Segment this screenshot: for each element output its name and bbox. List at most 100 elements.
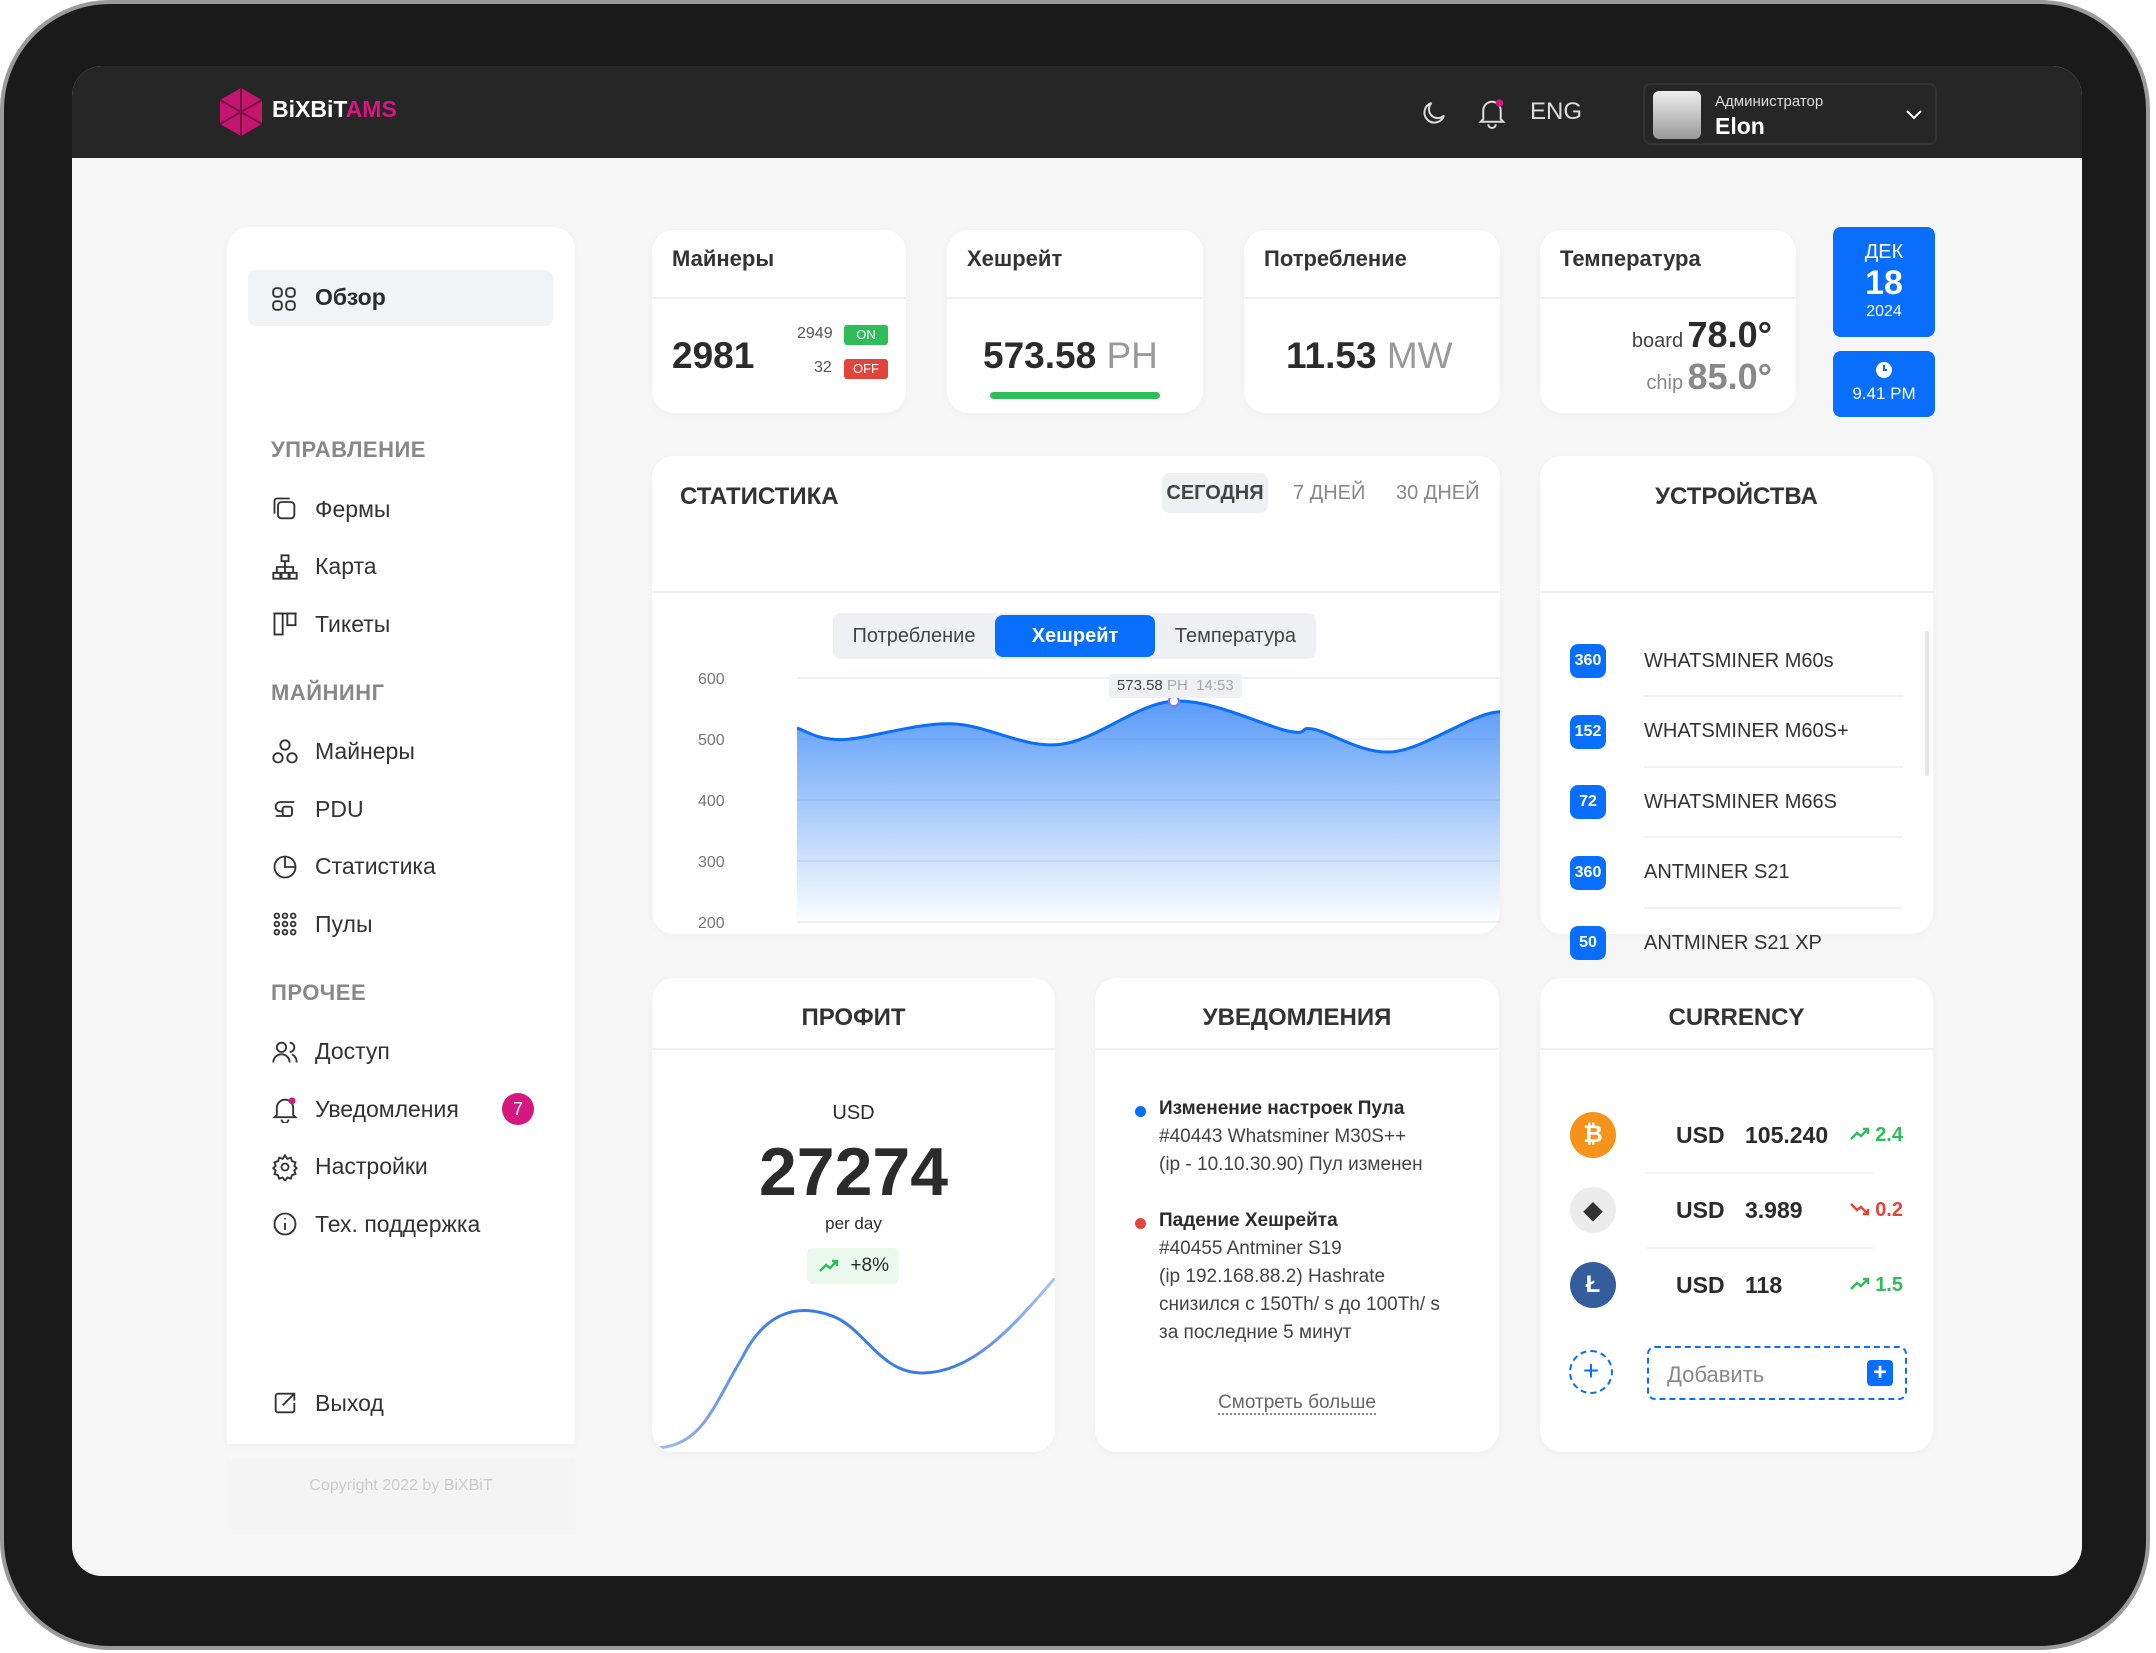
hashrate-value: 573.58 xyxy=(983,335,1097,376)
time-widget: 9.41 PM xyxy=(1833,351,1935,417)
scrollbar[interactable] xyxy=(1925,631,1929,776)
user-role: Администратор xyxy=(1715,93,1824,110)
statistics-card: СТАТИСТИКА СЕГОДНЯ 7 ДНЕЙ 30 ДНЕЙ Потреб… xyxy=(652,456,1500,934)
board-label: board xyxy=(1631,330,1684,352)
currency-card: CURRENCY ₿ USD 105.240 2.4 ◆ USD 3.989 0.2 Ł US… xyxy=(1540,978,1933,1452)
notifications-bell-icon[interactable] xyxy=(1477,96,1507,130)
miners-icon xyxy=(272,738,298,763)
pie-chart-icon xyxy=(273,855,297,878)
card-title: УСТРОЙСТВА xyxy=(1655,483,1818,510)
ethereum-icon: ◆ xyxy=(1570,1187,1616,1233)
currency-row[interactable]: Ł USD 118 1.5 xyxy=(1570,1248,1903,1322)
y-tick-label: 500 xyxy=(698,732,725,749)
card-title: Температура xyxy=(1560,246,1701,271)
hashrate-unit: PH xyxy=(1106,335,1158,376)
device-count-badge: 72 xyxy=(1570,785,1606,819)
device-count-badge: 152 xyxy=(1570,714,1606,749)
device-list-item[interactable]: 50 ANTMINER S21 XP xyxy=(1570,908,1903,978)
sidebar-item-info[interactable]: Тех. поддержка xyxy=(227,1204,575,1244)
chip-temp: 85.0° xyxy=(1687,356,1772,397)
sidebar-item-label: Настройки xyxy=(315,1153,428,1179)
farms-icon xyxy=(273,497,296,520)
power-card: Потребление 11.53 MW xyxy=(1244,230,1500,413)
y-tick-label: 400 xyxy=(698,793,725,810)
add-currency-input[interactable]: Добавить + xyxy=(1647,1346,1907,1400)
notification-title: Изменение настроек Пула xyxy=(1159,1098,1405,1119)
sidebar-item-pdu[interactable]: PDU xyxy=(227,789,575,829)
date-day: 18 xyxy=(1865,264,1903,302)
sidebar-item-users[interactable]: Доступ xyxy=(227,1032,575,1072)
dark-mode-moon-icon[interactable] xyxy=(1419,98,1449,128)
user-menu[interactable]: Администратор Elon xyxy=(1643,83,1937,145)
device-list-item[interactable]: 152 WHATSMINER M60S+ xyxy=(1570,697,1903,768)
miners-on-count: 2949 xyxy=(797,325,833,342)
sidebar-item-farms[interactable]: Фермы xyxy=(227,489,575,529)
currency-row[interactable]: ₿ USD 105.240 2.4 xyxy=(1570,1098,1903,1174)
sidebar-item-bell[interactable]: Уведомления 7 xyxy=(227,1089,575,1129)
sidebar-item-logout[interactable]: Выход xyxy=(227,1383,575,1423)
metric-power-tab[interactable]: Потребление xyxy=(852,625,976,647)
sidebar-item-label: Обзор xyxy=(315,284,386,310)
miners-total: 2981 xyxy=(672,335,755,376)
metric-temperature-tab[interactable]: Температура xyxy=(1174,625,1297,647)
add-placeholder: Добавить xyxy=(1667,1362,1765,1387)
period-today-tab[interactable]: СЕГОДНЯ xyxy=(1162,473,1268,513)
add-currency-icon[interactable]: + xyxy=(1569,1350,1613,1394)
sidebar-item-label: PDU xyxy=(315,795,364,822)
logo-text: BiXBiTAMS xyxy=(272,96,397,122)
chart-line xyxy=(796,699,1500,754)
card-title: ПРОФИТ xyxy=(801,1004,906,1031)
sidebar-item-label: Тикеты xyxy=(315,610,391,637)
sidebar-item-label: Пулы xyxy=(315,910,373,937)
metric-hashrate-tab[interactable]: Хешрейт xyxy=(995,615,1155,657)
notification-line: (ip - 10.10.30.90) Пул изменен xyxy=(1159,1154,1423,1175)
on-badge: ON xyxy=(844,325,888,345)
hashrate-chart: 60050040030020012:0013:0014:0015:0016:00… xyxy=(698,671,1500,932)
logout-icon xyxy=(274,1392,296,1414)
currency-row[interactable]: ◆ USD 3.989 0.2 xyxy=(1570,1173,1903,1249)
language-switch[interactable]: ENG xyxy=(1530,98,1583,125)
notification-line: за последние 5 минут xyxy=(1159,1322,1352,1343)
device-list-item[interactable]: 72 WHATSMINER M66S xyxy=(1570,767,1903,838)
currency-value: 3.989 xyxy=(1745,1197,1803,1223)
sidebar-item-tickets[interactable]: Тикеты xyxy=(227,604,575,644)
period-7days-tab[interactable]: 7 ДНЕЙ xyxy=(1293,482,1366,504)
period-30days-tab[interactable]: 30 ДНЕЙ xyxy=(1396,482,1480,504)
card-title: СТАТИСТИКА xyxy=(680,483,839,510)
sidebar-item-label: Уведомления xyxy=(315,1095,459,1122)
sidebar-section-title: ПРОЧЕЕ xyxy=(271,979,367,1005)
add-button[interactable]: + xyxy=(1867,1360,1893,1386)
hashrate-progress-bar xyxy=(990,392,1160,399)
users-icon xyxy=(272,1041,298,1063)
sidebar-item-overview[interactable]: Обзор xyxy=(248,270,553,326)
notification-item[interactable]: Изменение настроек Пула #40443 Whatsminer… xyxy=(1135,1098,1475,1176)
currency-change: 1.5 xyxy=(1875,1274,1903,1296)
trend-up-icon xyxy=(1849,1277,1869,1290)
currency-change: 0.2 xyxy=(1875,1199,1903,1221)
miners-card: Майнеры 2981 2949 ON 32 OFF xyxy=(652,230,906,413)
currency-change: 2.4 xyxy=(1875,1124,1903,1146)
see-more-link[interactable]: Смотреть больше xyxy=(1218,1392,1376,1415)
sidebar-item-miners[interactable]: Майнеры xyxy=(227,732,575,772)
notification-line: #40443 Whatsminer M30S++ xyxy=(1159,1126,1407,1147)
sidebar-item-gear[interactable]: Настройки xyxy=(227,1147,575,1187)
currency-code: USD xyxy=(1676,1272,1725,1298)
device-list-item[interactable]: 360 WHATSMINER M60s xyxy=(1570,626,1903,697)
device-list-item[interactable]: 360 ANTMINER S21 xyxy=(1570,838,1903,909)
device-name: WHATSMINER M60s xyxy=(1644,649,1834,672)
sidebar-item-map-hierarchy[interactable]: Карта xyxy=(227,547,575,587)
device-name: WHATSMINER M60S+ xyxy=(1644,720,1849,742)
board-temp: 78.0° xyxy=(1687,314,1772,355)
sidebar-item-pools-grid[interactable]: Пулы xyxy=(227,904,575,944)
sidebar-item-pie-chart[interactable]: Статистика xyxy=(227,847,575,887)
chart-tooltip: 573.58 PH 14:53 xyxy=(1108,674,1242,698)
y-tick-label: 200 xyxy=(698,915,725,932)
card-title: Потребление xyxy=(1264,246,1407,271)
user-name: Elon xyxy=(1715,113,1765,139)
notification-item[interactable]: Падение Хешрейта #40455 Antminer S19 (ip 1… xyxy=(1135,1210,1475,1344)
power-value: 11.53 xyxy=(1286,335,1377,376)
trend-up-icon xyxy=(1849,1127,1869,1140)
trend-up-icon xyxy=(819,1259,839,1272)
pools-grid-icon xyxy=(273,912,297,936)
device-name: WHATSMINER M66S xyxy=(1644,790,1837,813)
